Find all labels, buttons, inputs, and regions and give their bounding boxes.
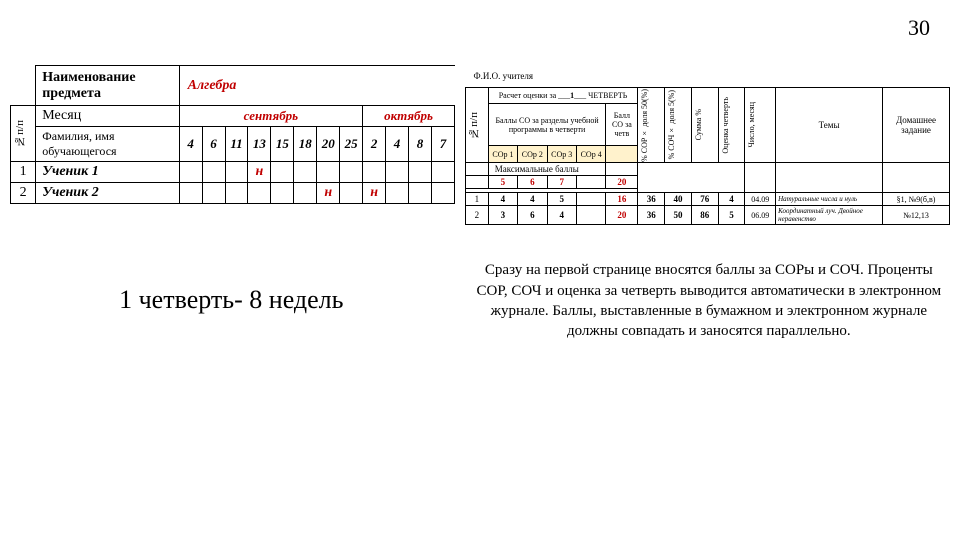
max-val xyxy=(576,176,605,189)
day-11: 7 xyxy=(431,127,454,162)
month-sept: сентябрь xyxy=(179,106,363,127)
date-header: Число, месяц xyxy=(747,102,756,147)
student-num: 1 xyxy=(11,162,36,183)
student-name: Ученик 2 xyxy=(36,183,179,204)
student-name: Ученик 1 xyxy=(36,162,179,183)
day-3: 13 xyxy=(248,127,271,162)
subject-value: Алгебра xyxy=(179,66,454,106)
subject-label: Наименование предмета xyxy=(36,66,179,106)
ball-soch-label: Балл СО за четв xyxy=(606,104,638,146)
grade-header: Оценка четверть xyxy=(721,97,730,154)
month-label: Месяц xyxy=(36,106,179,127)
calc-header: Расчет оценки за ___1___ ЧЕТВЕРТЬ xyxy=(488,87,638,104)
pct-sor-header: % СОР× доля 50(%) xyxy=(640,89,649,162)
day-5: 18 xyxy=(294,127,317,162)
sor-header: СОр 1 xyxy=(488,146,517,163)
page-number: 30 xyxy=(908,15,930,41)
bottom-section: 1 четверть- 8 недель Сразу на первой стр… xyxy=(10,260,950,341)
sor-header: СОр 4 xyxy=(576,146,605,163)
row-num-header-right: №п/п xyxy=(468,112,480,139)
teacher-label: Ф.И.О. учителя xyxy=(466,65,950,87)
hw-header: Домашнее задание xyxy=(883,87,950,163)
sor-header: СОр 3 xyxy=(547,146,576,163)
day-4: 15 xyxy=(271,127,294,162)
student-name-header: Фамилия, имя обучающегося xyxy=(36,127,179,162)
soch-header xyxy=(606,146,638,163)
day-2: 11 xyxy=(225,127,248,162)
month-oct: октябрь xyxy=(363,106,455,127)
right-grades-table: Ф.И.О. учителя №п/п Расчет оценки за ___… xyxy=(465,65,950,225)
sor-header: СОр 2 xyxy=(518,146,547,163)
day-8: 2 xyxy=(363,127,386,162)
day-7: 25 xyxy=(340,127,363,162)
max-val: 6 xyxy=(518,176,547,189)
max-val: 7 xyxy=(547,176,576,189)
student-num: 2 xyxy=(11,183,36,204)
day-0: 4 xyxy=(179,127,202,162)
day-1: 6 xyxy=(202,127,225,162)
grade-row: 1 4 4 5 16 36 40 76 4 04.09 Натуральные … xyxy=(466,193,950,206)
student-row: 2 Ученик 2 н н xyxy=(11,183,455,204)
day-9: 4 xyxy=(386,127,409,162)
left-journal-table: Наименование предмета Алгебра №п/п Месяц… xyxy=(10,65,455,225)
day-6: 20 xyxy=(317,127,340,162)
student-row: 1 Ученик 1 н xyxy=(11,162,455,183)
main-content: Наименование предмета Алгебра №п/п Месяц… xyxy=(10,65,950,225)
grade-row: 2 3 6 4 20 36 50 86 5 06.09 Координатный… xyxy=(466,206,950,225)
description-text: Сразу на первой странице вносятся баллы … xyxy=(468,260,950,341)
day-10: 8 xyxy=(409,127,432,162)
quarter-weeks-text: 1 четверть- 8 недель xyxy=(10,260,453,341)
max-label: Максимальные баллы xyxy=(488,163,606,176)
sum-header: Сумма % xyxy=(694,109,703,140)
row-num-header: №п/п xyxy=(14,120,26,147)
ball-sor-label: Баллы СО за разделы учебной программы в … xyxy=(488,104,606,146)
pct-soch-header: % СОЧ× доля 5(%) xyxy=(667,90,676,159)
topic-header: Темы xyxy=(776,87,883,163)
max-val: 20 xyxy=(606,176,638,189)
max-val: 5 xyxy=(488,176,517,189)
